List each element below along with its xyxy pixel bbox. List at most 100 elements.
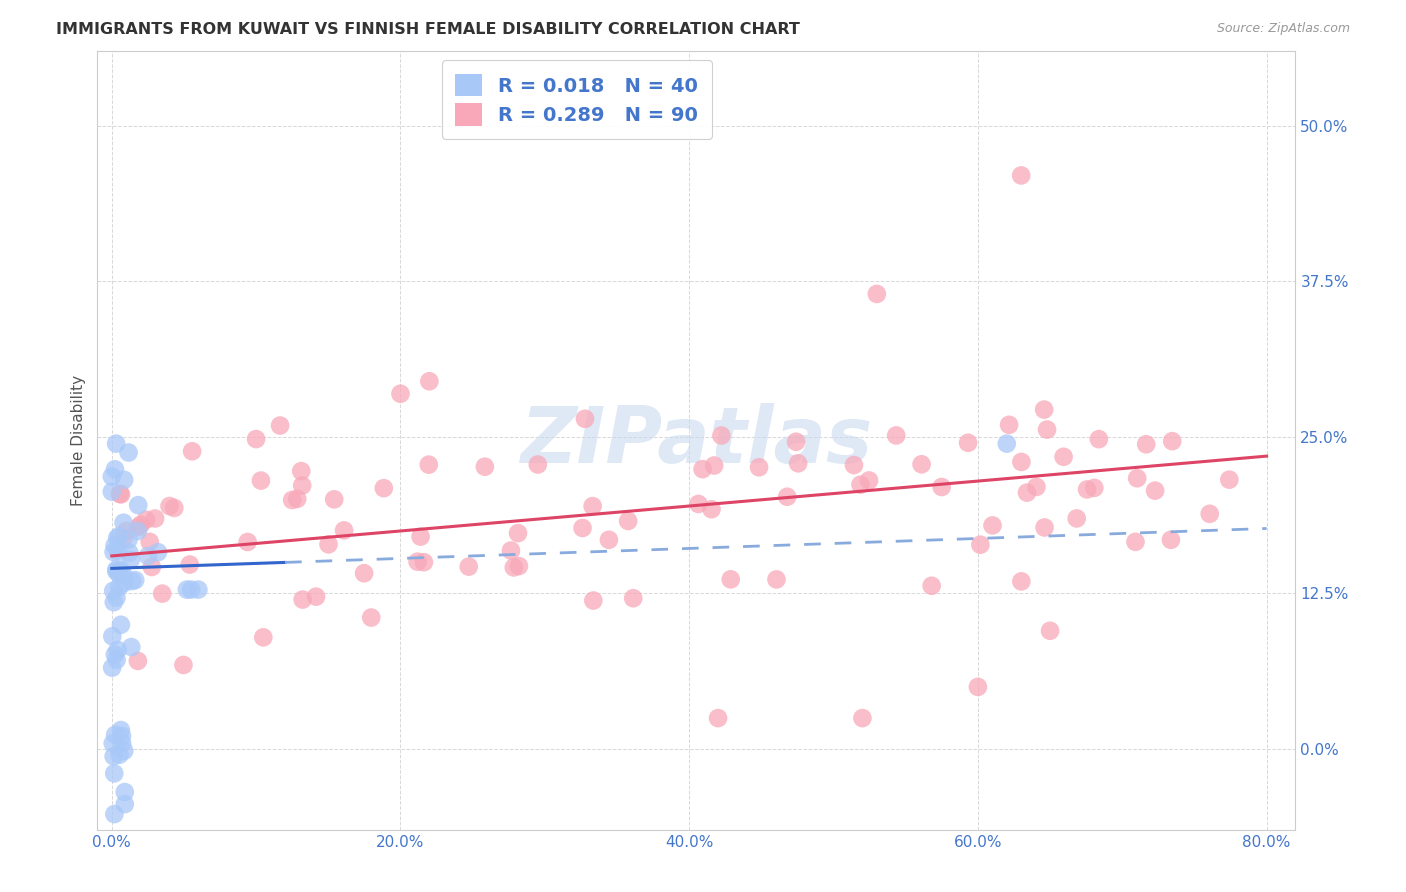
Point [1144,483,1167,498]
Point [143,511,166,525]
Point [406,555,429,569]
Point [101,484,124,499]
Point [1066,511,1088,525]
Point [1125,534,1147,549]
Point [181,444,204,458]
Point [995,436,1018,450]
Point [318,537,340,551]
Point [110,617,132,632]
Point [707,711,730,725]
Point [105,564,128,578]
Y-axis label: Female Disability: Female Disability [72,375,86,506]
Point [110,487,132,501]
Point [245,432,267,446]
Point [121,574,143,588]
Point [1218,473,1240,487]
Point [291,478,314,492]
Point [323,492,346,507]
Point [111,729,134,743]
Point [118,546,141,560]
Point [110,723,132,737]
Text: IMMIGRANTS FROM KUWAIT VS FINNISH FEMALE DISABILITY CORRELATION CHART: IMMIGRANTS FROM KUWAIT VS FINNISH FEMALE… [56,22,800,37]
Point [135,513,157,527]
Point [688,497,710,511]
Point [291,592,314,607]
Point [112,516,135,530]
Point [305,590,328,604]
Point [574,411,596,425]
Point [138,534,160,549]
Point [105,591,128,605]
Point [103,595,125,609]
Point [103,766,125,780]
Point [499,543,522,558]
Point [129,517,152,532]
Point [506,526,529,541]
Point [103,749,125,764]
Point [1025,480,1047,494]
Point [120,640,142,654]
Point [107,544,129,558]
Point [418,458,440,472]
Point [1088,432,1111,446]
Point [413,555,436,569]
Point [1083,481,1105,495]
Point [136,549,159,563]
Point [931,480,953,494]
Point [187,582,209,597]
Point [236,535,259,549]
Point [1033,402,1056,417]
Point [765,573,787,587]
Point [851,711,873,725]
Point [1076,483,1098,497]
Point [858,474,880,488]
Point [527,458,550,472]
Point [1135,437,1157,451]
Point [112,473,135,487]
Point [776,490,799,504]
Point [353,566,375,581]
Point [957,435,980,450]
Point [710,428,733,442]
Point [252,630,274,644]
Point [981,518,1004,533]
Point [785,434,807,449]
Point [101,629,124,643]
Point [107,643,129,657]
Point [748,460,770,475]
Point [617,514,640,528]
Point [1033,520,1056,534]
Point [104,648,127,662]
Legend: R = 0.018   N = 40, R = 0.289   N = 90: R = 0.018 N = 40, R = 0.289 N = 90 [441,61,711,139]
Point [910,458,932,472]
Point [285,491,308,506]
Text: Source: ZipAtlas.com: Source: ZipAtlas.com [1216,22,1350,36]
Point [146,545,169,559]
Point [866,287,889,301]
Point [128,520,150,534]
Point [112,576,135,591]
Point [104,462,127,476]
Point [269,418,291,433]
Point [1036,423,1059,437]
Point [1052,450,1074,464]
Point [176,582,198,597]
Point [104,539,127,553]
Point [692,462,714,476]
Point [120,552,142,566]
Point [101,661,124,675]
Text: ZIPatlas: ZIPatlas [520,402,873,478]
Point [103,545,125,559]
Point [457,559,479,574]
Point [112,531,135,545]
Point [110,563,132,577]
Point [101,736,124,750]
Point [141,560,163,574]
Point [250,474,273,488]
Point [1161,434,1184,449]
Point [103,583,125,598]
Point [967,680,990,694]
Point [474,459,496,474]
Point [117,533,139,547]
Point [1010,574,1032,589]
